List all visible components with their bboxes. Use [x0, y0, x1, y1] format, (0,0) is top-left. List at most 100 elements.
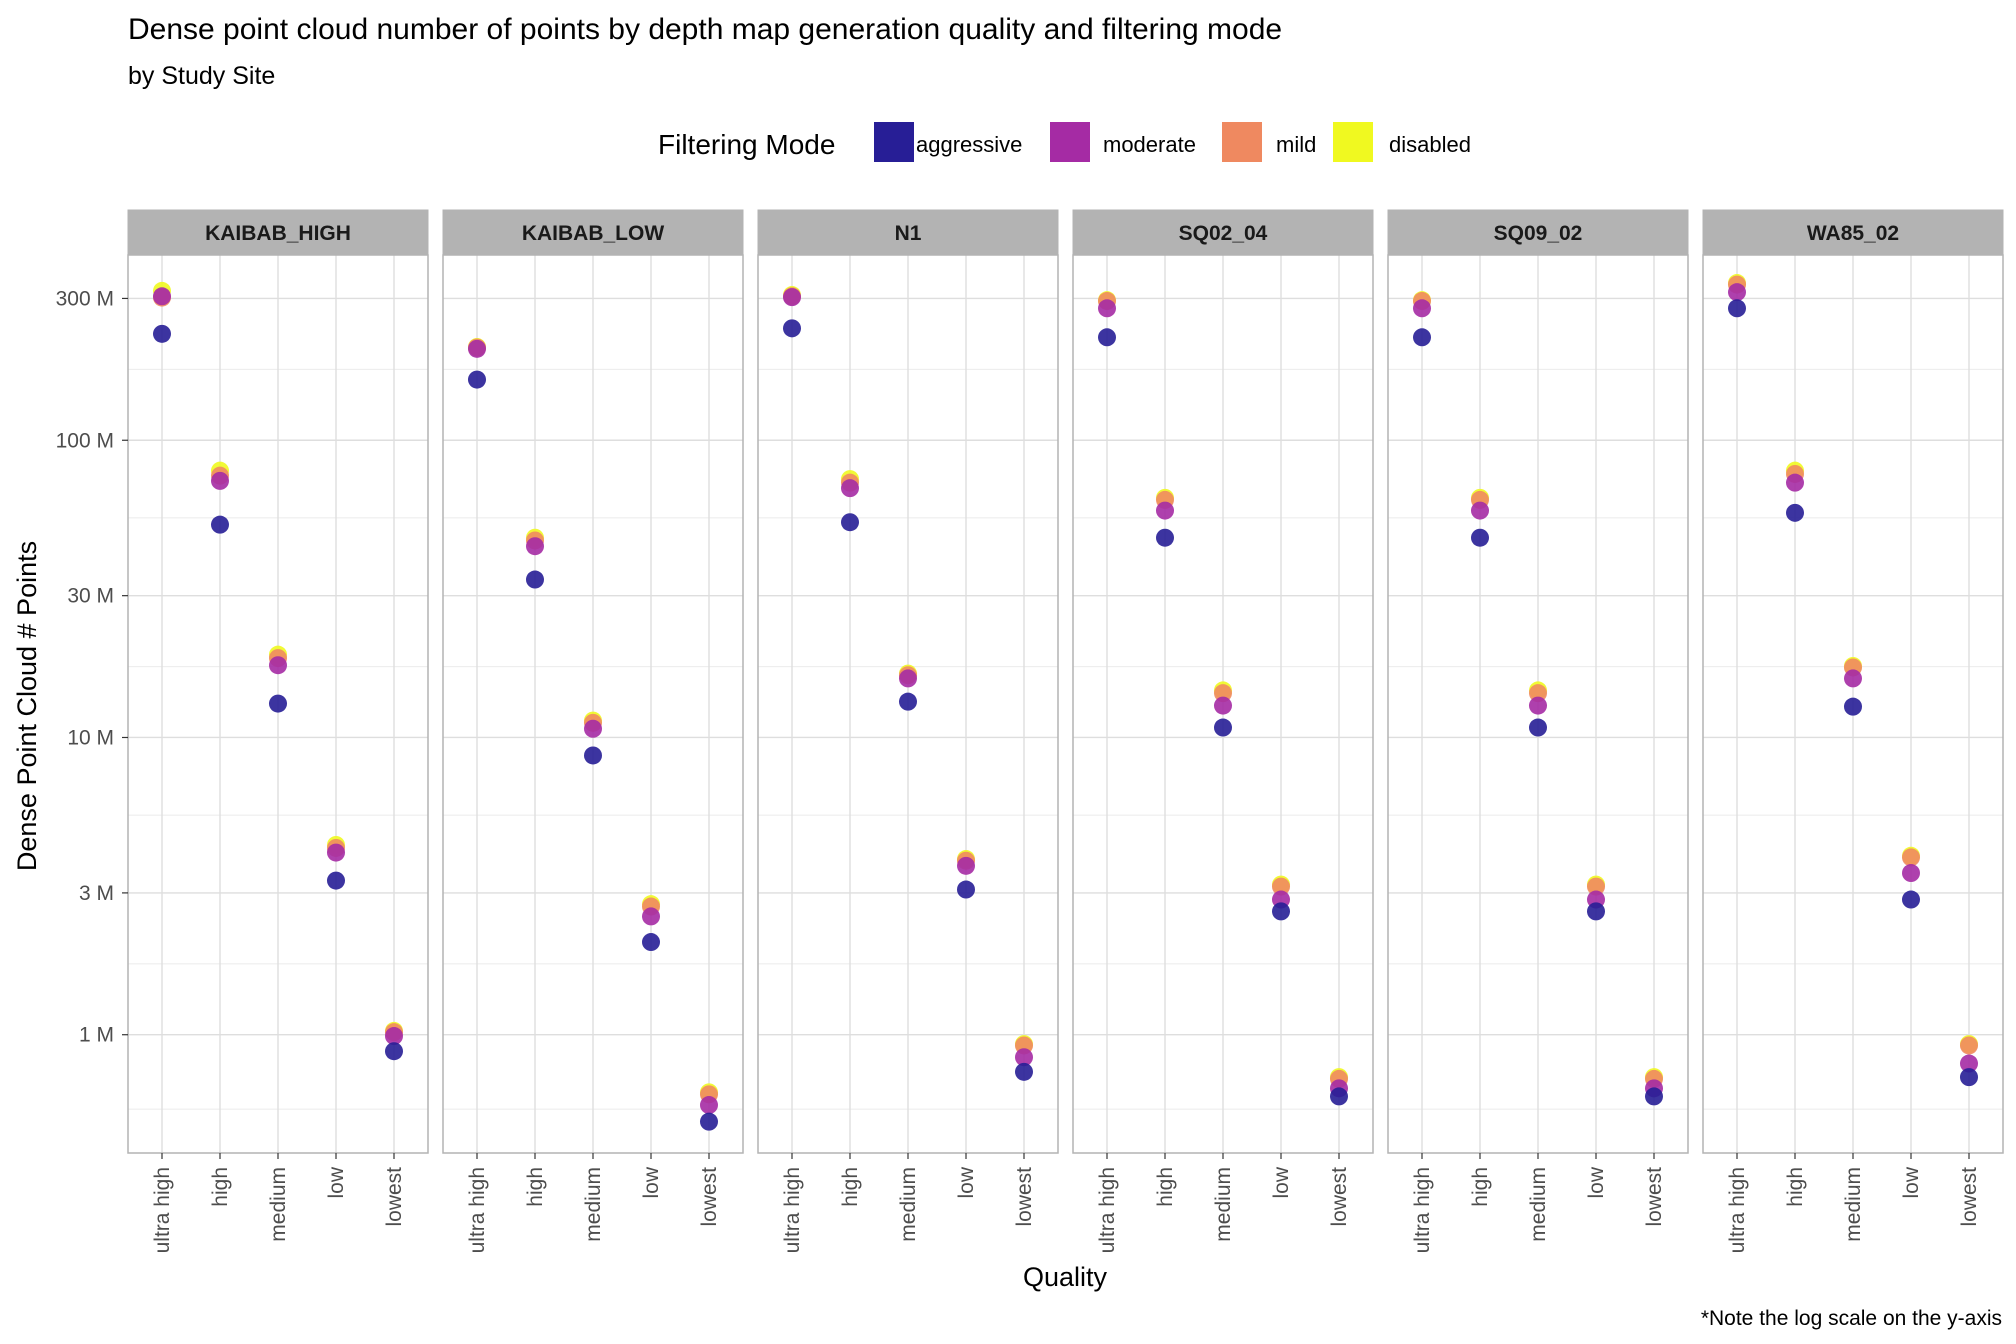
x-tick-label: medium	[267, 1167, 290, 1242]
data-point-aggressive	[700, 1112, 718, 1131]
x-tick-label: lowest	[1643, 1167, 1666, 1227]
x-tick-label: medium	[582, 1167, 605, 1242]
x-tick-label: ultra high	[781, 1167, 804, 1253]
data-point-moderate	[1015, 1048, 1033, 1067]
x-axis-title: Quality	[1023, 1262, 1108, 1292]
legend-key-moderate	[1050, 122, 1090, 162]
chart-subtitle: by Study Site	[128, 62, 275, 90]
data-point-moderate	[1529, 696, 1547, 715]
y-tick-label: 100 M	[56, 429, 114, 452]
x-tick-label: lowest	[698, 1167, 721, 1227]
data-point-moderate	[1098, 299, 1116, 318]
x-tick-label: lowest	[1958, 1167, 1981, 1227]
data-point-aggressive	[153, 324, 171, 343]
x-tick-label: medium	[1212, 1167, 1235, 1242]
data-point-aggressive	[1413, 328, 1431, 347]
x-tick-label: low	[955, 1166, 978, 1198]
data-point-aggressive	[1529, 718, 1547, 737]
x-tick-label: ultra high	[151, 1167, 174, 1253]
x-tick-label: ultra high	[1411, 1167, 1434, 1253]
data-point-moderate	[1214, 696, 1232, 715]
facet-strip	[442, 209, 744, 256]
data-point-aggressive	[468, 370, 486, 389]
data-point-aggressive	[385, 1042, 403, 1061]
x-tick-label: high	[839, 1167, 862, 1207]
x-tick-label: lowest	[383, 1167, 406, 1227]
x-tick-label: lowest	[1013, 1167, 1036, 1227]
x-tick-label: medium	[897, 1167, 920, 1242]
x-tick-label: low	[1270, 1166, 1293, 1198]
data-point-aggressive	[783, 319, 801, 338]
data-point-aggressive	[327, 871, 345, 890]
x-tick-label: ultra high	[1096, 1167, 1119, 1253]
x-tick-label: high	[1784, 1167, 1807, 1207]
y-tick-label: 1 M	[79, 1024, 114, 1047]
y-axis-title: Dense Point Cloud # Points	[12, 541, 42, 871]
facet-strip-label: N1	[895, 222, 922, 245]
facet-strip	[757, 209, 1059, 256]
legend-items: aggressive moderate mild disabled	[874, 122, 1471, 162]
data-point-aggressive	[1902, 890, 1920, 909]
x-tick-label: low	[325, 1166, 348, 1198]
data-point-moderate	[783, 288, 801, 307]
data-point-moderate	[841, 479, 859, 498]
legend-label-mild: mild	[1276, 132, 1316, 157]
data-point-moderate	[1728, 283, 1746, 302]
data-point-moderate	[1902, 864, 1920, 883]
y-tick-label: 10 M	[67, 726, 114, 749]
data-point-aggressive	[269, 694, 287, 713]
data-point-aggressive	[1098, 328, 1116, 347]
data-point-mild	[1587, 877, 1605, 896]
data-point-aggressive	[1728, 299, 1746, 318]
data-point-aggressive	[1330, 1087, 1348, 1106]
facet-strip-label: KAIBAB_HIGH	[205, 222, 351, 245]
data-point-moderate	[1786, 473, 1804, 492]
y-axis: 1 M 3 M 10 M 30 M 100 M 300 M	[56, 287, 128, 1047]
data-point-moderate	[700, 1096, 718, 1115]
x-tick-label: low	[1585, 1166, 1608, 1198]
x-tick-label: ultra high	[1726, 1167, 1749, 1253]
data-point-aggressive	[1156, 528, 1174, 547]
facet-strip	[1072, 209, 1374, 256]
y-tick-label: 3 M	[79, 882, 114, 905]
data-point-moderate	[1471, 501, 1489, 520]
legend-label-disabled: disabled	[1389, 132, 1471, 157]
data-point-moderate	[1156, 501, 1174, 520]
x-tick-label: high	[1154, 1167, 1177, 1207]
x-tick-label: low	[1900, 1166, 1923, 1198]
data-point-aggressive	[1645, 1087, 1663, 1106]
legend: Filtering Mode aggressive moderate mild dis…	[658, 122, 1471, 162]
data-point-mild	[1214, 684, 1232, 703]
chart-title: Dense point cloud number of points by de…	[128, 13, 1282, 46]
data-point-aggressive	[526, 570, 544, 589]
data-point-aggressive	[841, 513, 859, 532]
data-point-aggressive	[584, 746, 602, 765]
data-point-aggressive	[1214, 718, 1232, 737]
data-point-moderate	[642, 907, 660, 926]
facet-strip-label: SQ09_02	[1494, 222, 1583, 245]
data-point-aggressive	[1786, 503, 1804, 522]
data-point-moderate	[584, 719, 602, 738]
data-point-mild	[1960, 1036, 1978, 1055]
data-point-moderate	[269, 656, 287, 675]
data-point-mild	[1529, 684, 1547, 703]
data-point-aggressive	[899, 692, 917, 711]
data-point-moderate	[1413, 299, 1431, 318]
legend-key-mild	[1222, 122, 1262, 162]
facet-strip	[1387, 209, 1689, 256]
data-point-aggressive	[1272, 902, 1290, 921]
data-point-aggressive	[1471, 528, 1489, 547]
x-tick-label: ultra high	[466, 1167, 489, 1253]
data-point-aggressive	[211, 515, 229, 534]
legend-label-moderate: moderate	[1103, 132, 1196, 157]
x-tick-label: high	[524, 1167, 547, 1207]
x-tick-label: high	[209, 1167, 232, 1207]
data-point-aggressive	[1587, 902, 1605, 921]
chart-caption: *Note the log scale on the y-axis	[1701, 1307, 2002, 1330]
data-point-moderate	[526, 537, 544, 556]
x-tick-label: medium	[1842, 1167, 1865, 1242]
